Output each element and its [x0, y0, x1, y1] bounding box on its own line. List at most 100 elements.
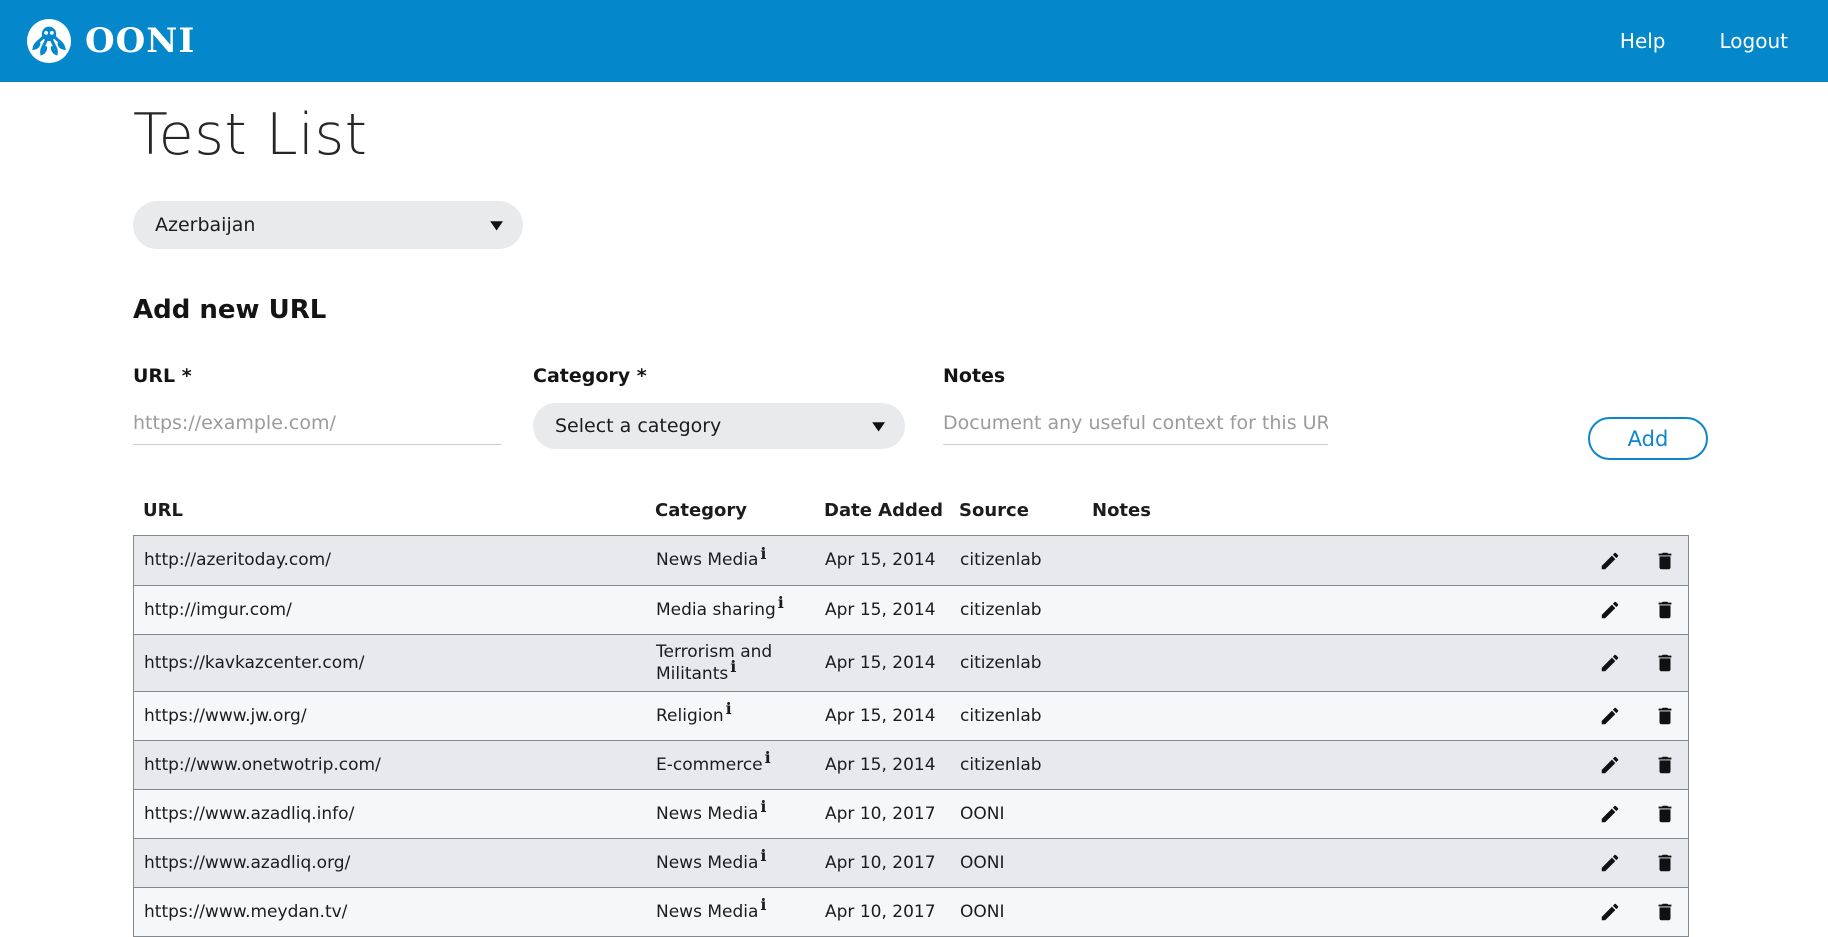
date-added-cell: Apr 15, 2014: [825, 755, 936, 776]
url-input[interactable]: [133, 403, 501, 445]
top-nav: Help Logout: [1620, 29, 1802, 53]
trash-icon: [1658, 707, 1672, 725]
actions-cell: [1558, 851, 1688, 875]
delete-button[interactable]: [1653, 598, 1677, 622]
pencil-icon: [1601, 854, 1619, 872]
category-cell: E-commerce i: [656, 748, 771, 776]
actions-cell: [1558, 549, 1688, 573]
delete-button[interactable]: [1653, 549, 1677, 573]
url-cell: http://imgur.com/: [144, 599, 292, 620]
edit-button[interactable]: [1598, 549, 1622, 573]
country-select[interactable]: Azerbaijan ▼: [133, 201, 523, 249]
info-icon[interactable]: i: [730, 657, 737, 677]
table-row: https://www.azadliq.info/ News Media i Ap…: [134, 789, 1688, 839]
main-content: Test List Azerbaijan ▼ Add new URL URL *…: [0, 102, 1828, 937]
url-cell: https://kavkazcenter.com/: [144, 653, 365, 674]
column-header-notes: Notes: [1092, 500, 1151, 521]
help-link[interactable]: Help: [1619, 29, 1666, 53]
category-cell: News Media i: [656, 543, 767, 571]
table-row: https://www.meydan.tv/ News Media i Apr 1…: [134, 887, 1688, 937]
trash-icon: [1658, 601, 1672, 619]
top-header: OONI Help Logout: [0, 0, 1828, 82]
add-button[interactable]: Add: [1588, 417, 1708, 460]
delete-button[interactable]: [1653, 651, 1677, 675]
trash-icon: [1658, 654, 1672, 672]
notes-field-group: Notes: [943, 365, 1328, 445]
info-icon[interactable]: i: [760, 846, 767, 866]
notes-input[interactable]: [943, 403, 1328, 445]
category-cell: Religion i: [656, 699, 732, 727]
info-icon[interactable]: i: [760, 543, 767, 563]
table-row: http://www.onetwotrip.com/ E-commerce i A…: [134, 740, 1688, 790]
category-select[interactable]: Select a category ▼: [533, 403, 905, 449]
source-cell: citizenlab: [960, 755, 1042, 776]
edit-button[interactable]: [1598, 900, 1622, 924]
pencil-icon: [1601, 805, 1619, 823]
actions-cell: [1558, 753, 1688, 777]
actions-cell: [1558, 651, 1688, 675]
source-cell: OONI: [960, 804, 1005, 825]
edit-button[interactable]: [1598, 802, 1622, 826]
category-cell: News Media i: [656, 797, 767, 825]
category-label: Category *: [533, 365, 647, 387]
column-header-url: URL: [143, 500, 183, 521]
actions-cell: [1558, 802, 1688, 826]
source-cell: OONI: [960, 853, 1005, 874]
url-table: URL Category Date Added Source Notes htt…: [133, 500, 1689, 937]
edit-button[interactable]: [1598, 651, 1622, 675]
category-select-value: Select a category: [555, 415, 722, 437]
table-row: https://www.jw.org/ Religion i Apr 15, 20…: [134, 691, 1688, 741]
delete-button[interactable]: [1653, 900, 1677, 924]
delete-button[interactable]: [1653, 704, 1677, 728]
source-cell: citizenlab: [960, 706, 1042, 727]
url-cell: http://azeritoday.com/: [144, 550, 331, 571]
table-row: https://www.azadliq.org/ News Media i Apr…: [134, 838, 1688, 888]
table-row: http://imgur.com/ Media sharing i Apr 15,…: [134, 585, 1688, 634]
pencil-icon: [1601, 654, 1619, 672]
info-icon[interactable]: i: [725, 699, 732, 719]
category-cell: News Media i: [656, 846, 767, 874]
url-label: URL *: [133, 365, 192, 387]
delete-button[interactable]: [1653, 802, 1677, 826]
url-cell: http://www.onetwotrip.com/: [144, 755, 381, 776]
category-cell: Terrorism and Militants i: [656, 642, 773, 685]
url-cell: https://www.azadliq.info/: [144, 804, 355, 825]
pencil-icon: [1601, 707, 1619, 725]
delete-button[interactable]: [1653, 753, 1677, 777]
edit-button[interactable]: [1598, 704, 1622, 728]
pencil-icon: [1601, 601, 1619, 619]
info-icon[interactable]: i: [760, 895, 767, 915]
edit-button[interactable]: [1598, 851, 1622, 875]
ooni-logo[interactable]: OONI: [26, 18, 195, 64]
date-added-cell: Apr 15, 2014: [825, 706, 936, 727]
octopus-logo-icon: [26, 18, 72, 64]
date-added-cell: Apr 10, 2017: [825, 902, 936, 923]
delete-button[interactable]: [1653, 851, 1677, 875]
trash-icon: [1658, 903, 1672, 921]
url-field-group: URL *: [133, 365, 501, 445]
brand-name: OONI: [85, 21, 196, 61]
url-cell: https://www.meydan.tv/: [144, 902, 348, 923]
info-icon[interactable]: i: [760, 797, 767, 817]
info-icon[interactable]: i: [764, 748, 771, 768]
date-added-cell: Apr 10, 2017: [825, 804, 936, 825]
url-cell: https://www.azadliq.org/: [144, 853, 351, 874]
column-header-category: Category: [655, 500, 748, 521]
table-row: http://azeritoday.com/ News Media i Apr 1…: [134, 536, 1688, 585]
logout-link[interactable]: Logout: [1719, 29, 1788, 53]
source-cell: citizenlab: [960, 550, 1042, 571]
date-added-cell: Apr 15, 2014: [825, 599, 936, 620]
trash-icon: [1658, 805, 1672, 823]
chevron-down-icon: ▼: [871, 419, 885, 433]
trash-icon: [1658, 756, 1672, 774]
pencil-icon: [1601, 552, 1619, 569]
info-icon[interactable]: i: [777, 593, 784, 613]
pencil-icon: [1601, 756, 1619, 774]
category-cell: News Media i: [656, 895, 767, 923]
edit-button[interactable]: [1598, 598, 1622, 622]
category-cell: Media sharing i: [656, 593, 784, 620]
add-url-form: URL * Category * Select a category ▼ Not…: [133, 365, 1708, 460]
url-cell: https://www.jw.org/: [144, 706, 307, 727]
url-table-body: http://azeritoday.com/ News Media i Apr 1…: [133, 535, 1689, 937]
edit-button[interactable]: [1598, 753, 1622, 777]
